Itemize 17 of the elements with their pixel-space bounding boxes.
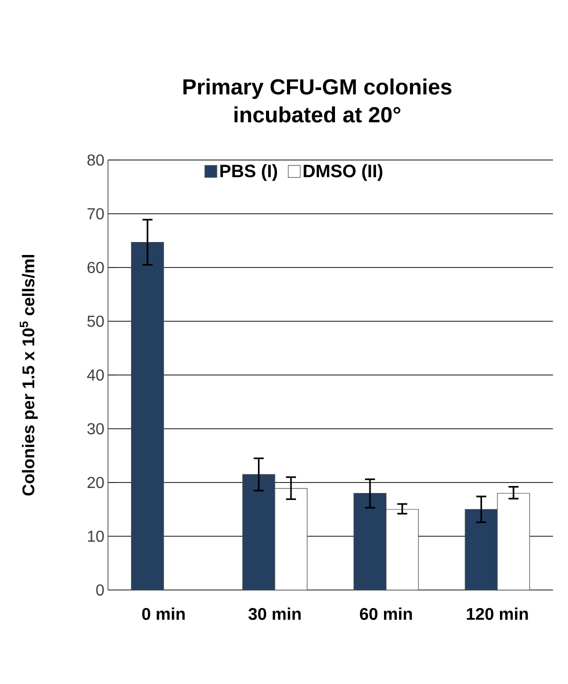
- y-axis-title: Colonies per 1.5 x 10$^{5}$ cells/ml: [20, 254, 38, 496]
- y-tick-label: 0: [96, 584, 104, 596]
- y-tick-label: 10: [88, 530, 104, 542]
- x-tick-label: 60 min: [360, 608, 412, 620]
- y-tick-label: 30: [87, 423, 104, 434]
- x-tick-label: 120 min: [466, 608, 528, 620]
- y-tick-label: 60: [88, 262, 104, 274]
- legend-label: PBS (I): [220, 164, 278, 181]
- x-tick-label: 30 min: [248, 608, 301, 620]
- y-tick-label: 20: [88, 476, 104, 488]
- y-tick-label: 40: [87, 369, 104, 381]
- y-tick-label: 70: [88, 208, 104, 220]
- chart-title: Primary CFU-GM colonies incubated at 20°: [183, 78, 452, 123]
- y-tick-label: 80: [87, 154, 104, 166]
- x-tick-label: 0 min: [142, 608, 185, 620]
- y-tick-label: 50: [87, 316, 104, 327]
- legend-label: DMSO (II): [304, 164, 382, 181]
